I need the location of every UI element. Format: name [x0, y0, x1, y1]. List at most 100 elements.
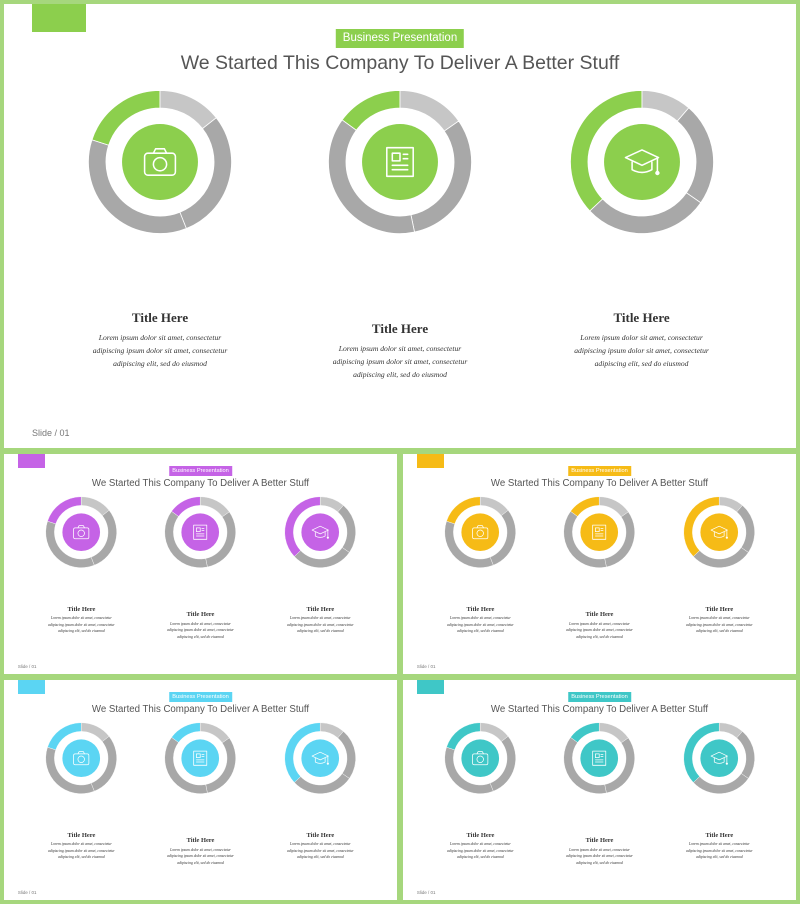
dark-gray-segment: [693, 547, 749, 569]
donut-ring: [88, 90, 232, 235]
feature-description: Lorem ipsum dolor sit amet, consectetur …: [286, 842, 354, 860]
feature-description: Lorem ipsum dolor sit amet, consectetur …: [167, 621, 234, 639]
presentation-badge: Business Presentation: [567, 692, 632, 702]
graduation-cap-icon: [311, 751, 330, 765]
light-gray-segment: [81, 496, 110, 517]
feature-text: Title Here Lorem ipsum dolor sit amet, co…: [570, 310, 713, 370]
newspaper-icon: [193, 524, 208, 540]
feature-title: Title Here: [613, 310, 670, 326]
feature-item: [426, 722, 534, 795]
feature-description: Lorem ipsum dolor sit amet, consectetur …: [92, 333, 228, 369]
slide-heading: We Started This Company To Deliver A Bet…: [91, 703, 310, 715]
dark-gray-segment: [736, 505, 755, 553]
icon-circle: [62, 513, 101, 552]
feature-text: Title Here Lorem ipsum dolor sit amet, co…: [564, 611, 635, 640]
feature-item: [426, 496, 534, 569]
slide-heading: We Started This Company To Deliver A Bet…: [180, 52, 620, 74]
feature-description: Lorem ipsum dolor sit amet, consectetur …: [286, 616, 354, 634]
light-gray-segment: [599, 496, 629, 518]
feature-text: Title Here Lorem ipsum dolor sit amet, co…: [564, 837, 635, 866]
donut-ring: [328, 90, 472, 235]
corner-tab: [416, 680, 444, 694]
feature-text: Title Here Lorem ipsum dolor sit amet, co…: [46, 606, 117, 635]
feature-description: Lorem ipsum dolor sit amet, consectetur …: [447, 842, 514, 860]
icon-circle: [181, 739, 220, 778]
presentation-badge: Business Presentation: [168, 692, 233, 702]
slide-purple: Business Presentation We Started This Com…: [4, 454, 397, 674]
feature-item: [546, 496, 654, 568]
light-gray-segment: [480, 722, 509, 743]
presentation-badge: Business Presentation: [567, 466, 632, 476]
slide-heading: We Started This Company To Deliver A Bet…: [490, 703, 709, 715]
graduation-cap-icon: [624, 149, 660, 176]
feature-text: Title Here Lorem ipsum dolor sit amet, co…: [165, 611, 236, 640]
icon-circle: [700, 739, 739, 778]
accent-segment: [341, 90, 401, 131]
feature-title: Title Here: [67, 605, 96, 613]
corner-tab: [32, 4, 86, 32]
newspaper-icon: [386, 147, 414, 178]
dark-gray-segment: [563, 737, 607, 794]
light-gray-segment: [599, 722, 629, 744]
feature-description: Lorem ipsum dolor sit amet, consectetur …: [332, 344, 468, 380]
dark-gray-segment: [736, 731, 755, 779]
icon-circle: [580, 739, 619, 778]
donut-ring: [164, 722, 237, 794]
slide-green: Business Presentation We Started This Com…: [4, 4, 796, 448]
presentation-badge: Business Presentation: [168, 466, 233, 476]
slide-number: Slide / 01: [17, 890, 37, 896]
feature-item: [546, 722, 654, 794]
camera-icon: [472, 525, 489, 540]
feature-title: Title Here: [585, 837, 614, 845]
feature-text: Title Here Lorem ipsum dolor sit amet, co…: [329, 321, 472, 381]
icon-circle: [301, 513, 340, 552]
presentation-badge: Business Presentation: [335, 29, 465, 48]
donut-ring: [45, 722, 118, 795]
corner-tab: [416, 454, 444, 468]
donut-ring: [164, 496, 237, 568]
feature-title: Title Here: [186, 611, 215, 619]
feature-text: Title Here Lorem ipsum dolor sit amet, co…: [684, 832, 755, 861]
corner-tab: [17, 680, 45, 694]
light-gray-segment: [399, 90, 460, 132]
feature-description: Lorem ipsum dolor sit amet, consectetur …: [685, 842, 753, 860]
icon-circle: [301, 739, 340, 778]
light-gray-segment: [200, 722, 230, 744]
feature-item: [51, 89, 269, 235]
newspaper-icon: [592, 524, 607, 540]
feature-item: [291, 89, 509, 235]
icon-circle: [603, 124, 680, 201]
dark-gray-segment: [45, 747, 95, 795]
camera-icon: [143, 148, 177, 177]
feature-item: [27, 722, 135, 795]
feature-description: Lorem ipsum dolor sit amet, consectetur …: [167, 847, 234, 865]
donut-ring: [563, 496, 636, 568]
feature-title: Title Here: [131, 310, 189, 326]
light-gray-segment: [81, 722, 110, 743]
camera-icon: [73, 751, 90, 766]
feature-item: [147, 496, 255, 568]
donut-ring: [683, 722, 755, 795]
dark-gray-segment: [164, 737, 208, 794]
feature-item: [533, 89, 751, 235]
accent-segment: [171, 722, 201, 743]
dark-gray-segment: [588, 192, 701, 234]
newspaper-icon: [592, 750, 607, 766]
feature-title: Title Here: [466, 605, 495, 613]
feature-title: Title Here: [705, 831, 734, 839]
feature-description: Lorem ipsum dolor sit amet, consectetur …: [48, 616, 115, 634]
feature-text: Title Here Lorem ipsum dolor sit amet, co…: [285, 606, 356, 635]
feature-item: [665, 722, 773, 795]
slide-number: Slide / 01: [17, 664, 37, 670]
donut-ring: [683, 496, 755, 569]
newspaper-icon: [193, 750, 208, 766]
accent-segment: [570, 722, 600, 743]
graduation-cap-icon: [311, 525, 330, 539]
donut-ring: [284, 496, 356, 569]
icon-circle: [580, 513, 619, 552]
feature-item: [266, 722, 374, 795]
slide-teal: Business Presentation We Started This Com…: [403, 680, 796, 900]
feature-description: Lorem ipsum dolor sit amet, consectetur …: [574, 333, 709, 369]
dark-gray-segment: [676, 107, 714, 204]
light-gray-segment: [159, 90, 217, 130]
